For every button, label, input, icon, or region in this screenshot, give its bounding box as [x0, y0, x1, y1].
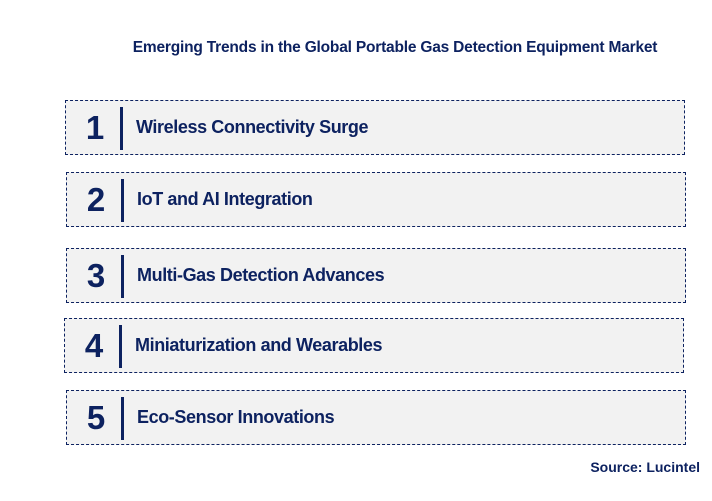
trend-number: 3 [86, 256, 106, 294]
divider-bar [121, 255, 124, 298]
trend-item-1: 1 Wireless Connectivity Surge [65, 100, 685, 155]
source-credit: Source: Lucintel [590, 459, 700, 475]
trend-item-5: 5 Eco-Sensor Innovations [66, 390, 686, 445]
trend-item-4: 4 Miniaturization and Wearables [64, 318, 684, 373]
divider-bar [119, 325, 122, 368]
trend-number: 5 [86, 398, 106, 436]
divider-bar [121, 179, 124, 222]
trend-label: Wireless Connectivity Surge [136, 117, 369, 137]
trend-label: Miniaturization and Wearables [135, 335, 383, 355]
divider-bar [121, 397, 124, 440]
trend-number: 1 [85, 108, 105, 146]
trend-item-2: 2 IoT and AI Integration [66, 172, 686, 227]
diagram-title: Emerging Trends in the Global Portable G… [132, 39, 658, 56]
trend-label: Eco-Sensor Innovations [137, 407, 335, 427]
trend-item-3: 3 Multi-Gas Detection Advances [66, 248, 686, 303]
trend-label: Multi-Gas Detection Advances [137, 265, 385, 285]
trend-number: 4 [84, 326, 104, 364]
trend-label: IoT and AI Integration [137, 189, 313, 209]
divider-bar [120, 107, 123, 150]
trend-number: 2 [86, 180, 106, 218]
